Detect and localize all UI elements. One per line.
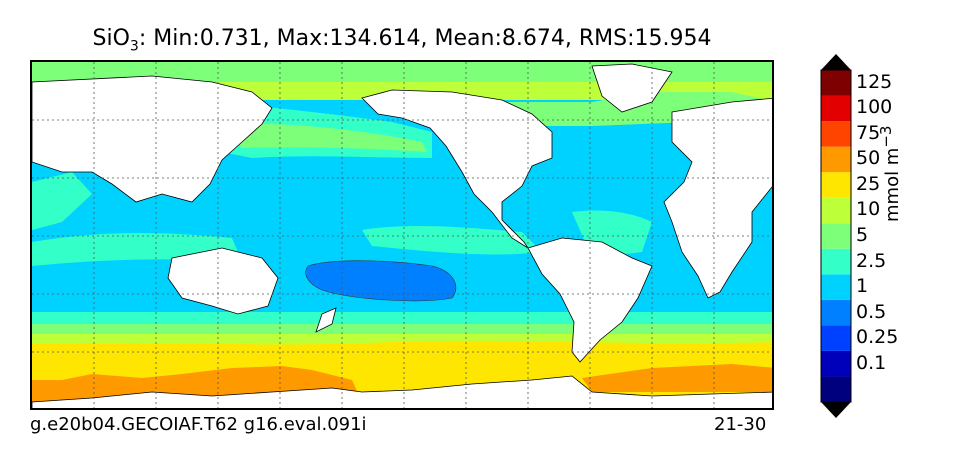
colorbar-tick-label: 0.1 [856, 351, 887, 374]
map-title: SiO3: Min:0.731, Max:134.614, Mean:8.674… [30, 26, 774, 54]
colorbar-segment [821, 274, 851, 300]
colorbar-segment [821, 197, 851, 224]
colorbar-segment [821, 325, 851, 351]
australia-land [167, 247, 279, 315]
colorbar-tick-label: 5 [856, 224, 869, 246]
europe-africa-land [663, 97, 772, 299]
colorbar-tick-label: 25 [856, 172, 881, 195]
antarctica-land [32, 375, 772, 408]
colorbar-extend-min [821, 402, 851, 418]
colorbar-segment [821, 172, 851, 198]
asia-land [32, 75, 273, 203]
colorbar-tick-label: 100 [856, 96, 893, 119]
colorbar-extend-max [821, 54, 851, 70]
colorbar-tick-label: 2.5 [856, 249, 887, 272]
title-variable: SiO [92, 26, 130, 51]
units-exponent: −3 [876, 125, 895, 148]
colorbar-segment [821, 248, 851, 275]
graticule [32, 62, 772, 408]
colorbar-tick-label: 75 [856, 121, 881, 144]
indian-ocean-west-band [32, 172, 92, 230]
pacific-low-region [305, 260, 457, 302]
colorbar-segment [821, 146, 851, 173]
map-svg [32, 62, 772, 408]
colorbar-segment [821, 121, 851, 147]
units-text: mmol m [881, 147, 903, 222]
colorbar-segment [821, 299, 851, 326]
depth-range-label: 21-30 [714, 414, 767, 435]
south-america-land [527, 237, 653, 363]
colorbar-tick-label: 125 [856, 70, 893, 93]
colorbar-tick-label: 0.5 [856, 300, 887, 323]
colorbar-segment [821, 350, 851, 377]
colorbar-segment [821, 223, 851, 249]
colorbar-tick-label: 1 [856, 275, 869, 298]
north-pacific-band-5-10 [222, 123, 427, 152]
colorbar-segment [821, 95, 851, 122]
colorbar-tick-label: 10 [856, 198, 881, 221]
north-america-land [361, 89, 553, 249]
colorbar-units: mmol m−3 [877, 126, 903, 222]
southern-ocean-band-50-75-east [582, 364, 772, 392]
colorbar-segment [821, 70, 851, 96]
colorbar-frame [820, 69, 852, 403]
equatorial-pacific-band-2.5-5 [362, 226, 542, 255]
arctic-band-5-10 [32, 62, 772, 82]
new-zealand-land [315, 307, 337, 333]
title-stats: : Min:0.731, Max:134.614, Mean:8.674, RM… [138, 26, 712, 51]
colorbar-segment [821, 376, 851, 402]
colorbar-tick-label: 0.25 [856, 326, 899, 349]
run-id-label: g.e20b04.GECOIAF.T62 g16.eval.091i [30, 414, 367, 435]
title-subscript: 3 [129, 38, 139, 55]
colorbar-tick-label: 50 [856, 147, 881, 170]
map-panel [30, 60, 774, 410]
colorbar [820, 54, 852, 418]
